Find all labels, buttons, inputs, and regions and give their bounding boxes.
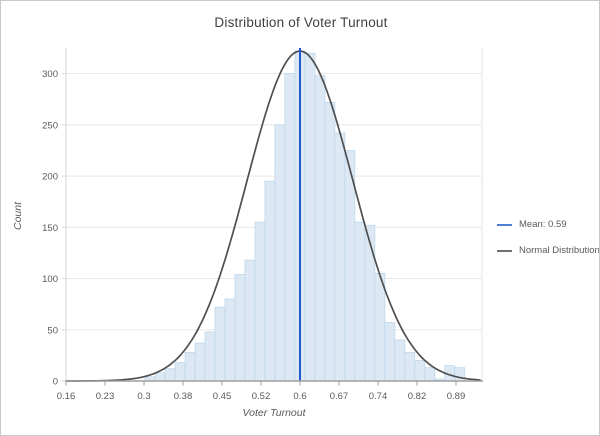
x-tick-label: 0.52 <box>252 391 271 402</box>
y-tick-label: 250 <box>42 120 58 131</box>
normal-distribution-curve <box>66 50 481 382</box>
histogram-bar <box>284 73 296 382</box>
legend-label-mean: Mean: 0.59 <box>519 219 567 230</box>
chart-title: Distribution of Voter Turnout <box>214 15 388 30</box>
histogram-bar <box>274 124 286 382</box>
histogram-bar <box>164 368 176 382</box>
y-tick-label: 0 <box>53 377 58 388</box>
legend-item-normal-distribution[interactable]: Normal Distribution <box>497 245 600 256</box>
histogram-bar <box>184 351 196 382</box>
histogram-bar <box>234 274 246 382</box>
x-tick-label: 0.23 <box>96 391 115 402</box>
x-tick-label: 0.45 <box>213 391 232 402</box>
y-tick-label: 150 <box>42 223 58 234</box>
legend-item-mean[interactable]: Mean: 0.59 <box>497 219 599 230</box>
histogram-bar <box>364 224 376 382</box>
mean-line-swatch-icon <box>497 223 512 226</box>
histogram-bar <box>264 180 276 382</box>
histogram-bar <box>224 298 236 382</box>
histogram-bar <box>324 101 336 382</box>
histogram-bar <box>374 273 386 382</box>
histogram-bar <box>304 52 316 382</box>
x-axis-title: Voter Turnout <box>242 407 306 419</box>
x-tick-label: 0.67 <box>330 391 349 402</box>
x-tick-label: 0.89 <box>447 391 466 402</box>
normal-curve-swatch-icon <box>497 249 512 252</box>
histogram-bar <box>154 372 166 382</box>
x-tick-label: 0.6 <box>293 391 306 402</box>
histogram-bar <box>204 331 216 382</box>
histogram-bar <box>404 351 416 382</box>
x-tick-label: 0.82 <box>408 391 427 402</box>
histogram-bar <box>414 360 426 382</box>
histogram-bar <box>394 339 406 382</box>
legend-label-normal-distribution: Normal Distribution <box>519 245 600 256</box>
y-tick-label: 100 <box>42 274 58 285</box>
y-tick-label: 200 <box>42 172 58 183</box>
x-tick-label: 0.16 <box>57 391 76 402</box>
histogram-bar <box>254 221 266 382</box>
histogram-bar <box>214 306 226 382</box>
histogram-bar <box>244 259 256 382</box>
x-tick-label: 0.74 <box>369 391 388 402</box>
histogram-bar <box>424 367 436 382</box>
y-tick-label: 50 <box>47 325 58 336</box>
x-tick-label: 0.38 <box>174 391 193 402</box>
histogram-bar <box>354 221 366 382</box>
x-tick-label: 0.3 <box>137 391 150 402</box>
histogram-bar <box>384 322 396 382</box>
y-tick-label: 300 <box>42 69 58 80</box>
y-axis-title: Count <box>12 201 24 231</box>
histogram-bar <box>334 132 346 382</box>
histogram-bar <box>314 75 326 382</box>
histogram-bar <box>174 362 186 382</box>
legend: Mean: 0.59 Normal Distribution <box>497 219 600 271</box>
histogram-bar <box>194 342 206 382</box>
